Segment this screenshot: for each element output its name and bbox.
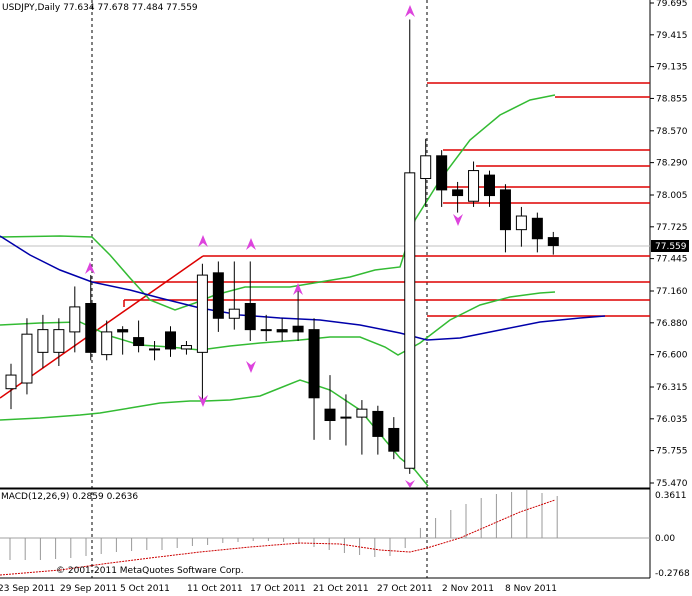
bull-candle	[101, 331, 113, 356]
current-price-label: 77.559	[655, 242, 687, 252]
price-tick-label: 76.035	[656, 415, 688, 425]
bull-candle	[196, 274, 208, 353]
bull-candle	[5, 374, 17, 390]
macd-signal-line	[0, 499, 556, 576]
date-tick-label: 27 Oct 2011	[377, 584, 433, 594]
date-tick-label: 17 Oct 2011	[250, 584, 306, 594]
bull-candle	[340, 416, 352, 419]
fractal-down-icon	[198, 395, 208, 407]
bull-candle	[468, 170, 480, 202]
bull-candle	[180, 345, 192, 350]
chart-title: USDJPY,Daily 77.634 77.678 77.484 77.559	[2, 3, 198, 13]
bull-candle	[69, 306, 81, 333]
bear-candle	[531, 217, 543, 240]
fractal-down-icon	[405, 480, 415, 488]
fractal-up-icon	[85, 262, 95, 274]
date-tick-label: 2 Nov 2011	[442, 584, 494, 594]
bear-candle	[388, 427, 400, 452]
bull-candle	[420, 155, 432, 180]
bear-candle	[85, 302, 97, 353]
bear-candle	[308, 329, 320, 399]
bear-candle	[292, 325, 304, 333]
price-tick-label: 79.695	[656, 0, 688, 9]
fractal-markers	[85, 5, 463, 488]
macd-label: MACD(12,26,9) 0.2859 0.2636	[1, 492, 138, 502]
price-tick-label: 78.570	[656, 127, 688, 137]
price-axis: 79.695 79.415 79.135 78.855 78.570 78.290 78.0…	[650, 0, 688, 489]
date-tick-label: 5 Oct 2011	[120, 584, 170, 594]
date-tick-label: 11 Oct 2011	[187, 584, 243, 594]
trend-line	[0, 255, 204, 399]
bull-candle	[356, 408, 368, 418]
macd-tick-bottom: -0.2768	[655, 569, 690, 579]
bull-candle	[21, 333, 33, 384]
bear-candle	[117, 329, 129, 333]
fractal-down-icon	[453, 214, 463, 226]
current-price-badge	[651, 240, 689, 252]
price-tick-label: 78.855	[656, 94, 688, 104]
fractal-up-icon	[405, 5, 415, 17]
bear-candle	[484, 174, 495, 197]
price-tick-label: 76.600	[656, 351, 688, 361]
price-tick-label: 77.160	[656, 287, 688, 297]
bear-candle	[452, 189, 464, 197]
fractal-down-icon	[246, 361, 256, 373]
bull-candle	[404, 172, 416, 469]
bull-candle	[228, 308, 240, 319]
bear-candle	[547, 237, 559, 247]
price-tick-label: 79.415	[656, 31, 688, 41]
bear-candle	[244, 302, 256, 331]
date-tick-label: 23 Sep 2011	[0, 584, 55, 594]
price-tick-label: 77.725	[656, 223, 688, 233]
price-tick-label: 77.445	[656, 255, 688, 265]
upper-band	[0, 94, 556, 311]
bear-candle	[372, 410, 384, 437]
fractal-up-icon	[198, 235, 208, 247]
date-tick-label: 21 Oct 2011	[313, 584, 369, 594]
bear-candle	[133, 337, 145, 347]
bear-candle	[212, 272, 224, 319]
fractal-up-icon	[293, 283, 303, 295]
price-tick-label: 75.470	[656, 479, 688, 489]
moving-average	[0, 235, 606, 341]
price-tick-label: 76.880	[656, 319, 688, 329]
price-tick-label: 78.005	[656, 191, 688, 201]
date-tick-label: 8 Nov 2011	[505, 584, 557, 594]
lower-band	[0, 379, 429, 487]
macd-tick-zero: 0.00	[655, 534, 675, 544]
macd-tick-top: 0.3611	[655, 491, 687, 501]
bull-candle	[260, 329, 272, 332]
copyright-notice: © 2001-2011 MetaQuotes Software Corp.	[56, 566, 244, 576]
bull-candle	[515, 215, 527, 231]
bear-candle	[499, 189, 511, 231]
date-tick-label: 29 Sep 2011	[60, 584, 117, 594]
price-tick-label: 79.135	[656, 63, 688, 73]
bull-candle	[37, 329, 49, 353]
bear-candle	[436, 155, 448, 191]
bear-candle	[276, 329, 288, 333]
bear-candle	[165, 331, 176, 350]
bull-candle	[53, 329, 65, 353]
candlesticks	[5, 19, 559, 474]
bear-candle	[324, 408, 336, 422]
price-tick-label: 76.315	[656, 383, 688, 393]
fractal-up-icon	[246, 238, 256, 250]
price-tick-label: 78.290	[656, 159, 688, 169]
bull-candle	[149, 348, 161, 351]
date-axis: 23 Sep 2011 29 Sep 2011 5 Oct 2011 11 Oct 2…	[0, 584, 557, 594]
price-tick-label: 75.755	[656, 447, 688, 457]
